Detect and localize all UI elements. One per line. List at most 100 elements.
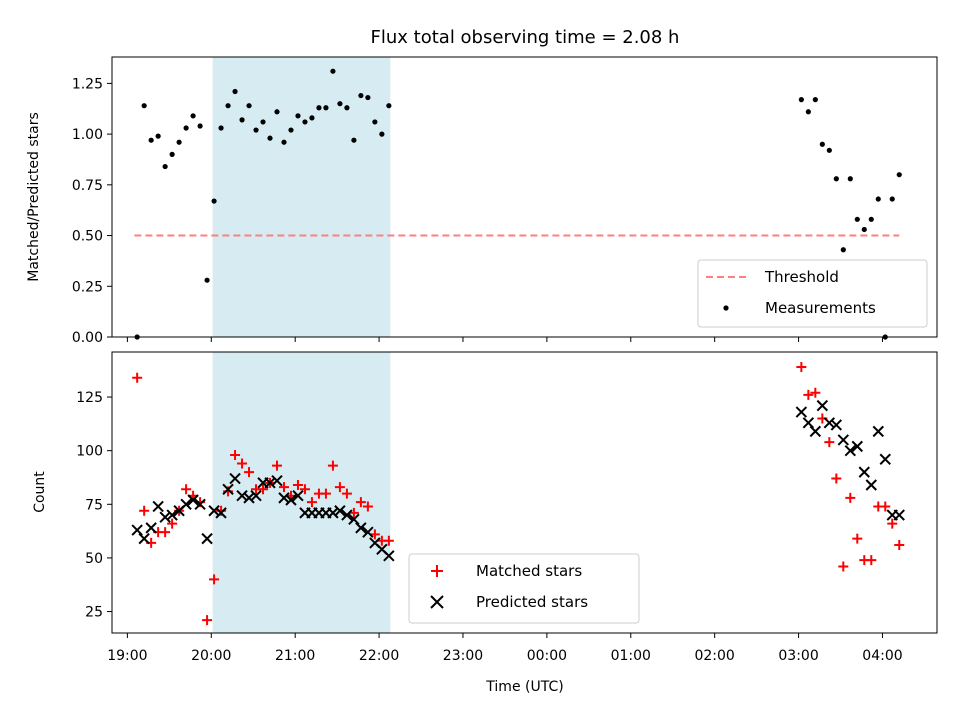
- legend-box: [697, 259, 928, 328]
- predicted-star-point: [823, 417, 836, 429]
- predicted-star-point: [285, 494, 297, 506]
- legend-marker: [723, 305, 729, 311]
- predicted-star-point: [830, 419, 843, 431]
- x-tick-label: 20:00: [191, 648, 231, 664]
- predicted-star-point: [250, 490, 262, 502]
- matched-star-point: [831, 473, 842, 484]
- y-tick-label-0: 0.50: [72, 229, 103, 245]
- predicted-star-point: [851, 440, 864, 453]
- y-tick-label-1: 50: [85, 551, 103, 567]
- x-tick-label: 03:00: [778, 648, 818, 664]
- predicted-star-point: [194, 498, 206, 511]
- measurement-point: [386, 103, 392, 109]
- predicted-star-point: [327, 507, 339, 519]
- series-1-1: [131, 399, 905, 562]
- predicted-star-point: [341, 509, 353, 521]
- matched-star-point: [299, 484, 310, 495]
- measurement-point: [372, 119, 378, 125]
- legend-label: Measurements: [765, 299, 876, 317]
- measurement-point: [302, 119, 308, 125]
- measurement-point: [190, 113, 196, 119]
- y-tick-label-0: 0.75: [72, 178, 103, 194]
- measurement-point: [316, 105, 322, 111]
- y-tick-label-0: 0.25: [72, 279, 103, 295]
- predicted-star-point: [816, 399, 829, 412]
- matched-star-point: [327, 460, 338, 471]
- measurement-point: [812, 97, 818, 103]
- predicted-star-point: [837, 434, 850, 446]
- observing-window-0: [212, 57, 391, 337]
- x-tick-label: 00:00: [527, 648, 567, 664]
- matched-star-point: [887, 518, 898, 529]
- matched-star-point: [292, 479, 303, 490]
- predicted-star-point: [159, 511, 171, 523]
- measurement-point: [875, 196, 881, 202]
- bottom-y-axis-label: Count: [32, 471, 48, 513]
- measurement-point: [162, 163, 168, 170]
- plot-layer: 0.00 0.25 0.50 0.75 1.00 1.25 Threshold Measure…: [72, 56, 938, 664]
- matched-star-point: [866, 555, 877, 566]
- measurement-point: [211, 198, 217, 204]
- matched-star-point: [139, 505, 150, 516]
- matched-star-point: [803, 389, 814, 400]
- measurement-point: [889, 196, 895, 202]
- predicted-star-point: [334, 505, 346, 517]
- predicted-star-point: [166, 509, 178, 521]
- predicted-star-point: [152, 500, 164, 513]
- matched-star-point: [355, 497, 366, 508]
- x-tick-label: 02:00: [694, 648, 734, 664]
- predicted-star-point: [201, 532, 213, 545]
- measurement-point: [358, 92, 364, 99]
- matched-star-point: [278, 482, 289, 493]
- predicted-star-point: [229, 472, 241, 485]
- matched-star-point: [230, 449, 241, 460]
- measurement-point: [281, 139, 287, 145]
- matched-star-point: [838, 561, 849, 572]
- measurement-point: [225, 103, 231, 109]
- matched-star-point: [341, 488, 352, 499]
- predicted-star-point: [187, 494, 199, 506]
- matched-star-point: [306, 497, 317, 508]
- measurement-point: [330, 68, 336, 74]
- matched-star-point: [258, 484, 269, 495]
- predicted-star-point: [348, 513, 360, 526]
- measurement-point: [148, 137, 154, 143]
- matched-star-point: [244, 467, 255, 478]
- measurement-point: [176, 139, 182, 145]
- matched-star-point: [824, 437, 835, 448]
- y-tick-label-1: 75: [85, 497, 103, 513]
- measurement-point: [351, 137, 357, 143]
- measurement-point: [861, 226, 867, 233]
- measurement-point: [805, 109, 811, 115]
- measurement-point: [847, 176, 853, 182]
- x-tick-label: 23:00: [443, 648, 483, 664]
- measurement-point: [246, 103, 252, 109]
- measurement-point: [295, 113, 301, 119]
- predicted-star-point: [138, 532, 150, 545]
- predicted-star-point: [243, 492, 255, 504]
- measurement-point: [365, 94, 371, 101]
- measurement-point: [239, 117, 245, 123]
- legend-label: Threshold: [764, 268, 839, 286]
- measurement-point: [833, 176, 839, 182]
- y-tick-label-1: 125: [76, 390, 103, 406]
- measurement-point: [155, 133, 161, 139]
- x-tick-label: 19:00: [107, 648, 147, 664]
- predicted-star-point: [292, 490, 304, 502]
- measurement-point: [169, 151, 175, 157]
- legend-1: Matched stars Predicted stars: [408, 553, 640, 624]
- predicted-star-point: [844, 444, 857, 457]
- matched-star-point: [181, 484, 192, 495]
- predicted-star-point: [893, 509, 905, 521]
- measurement-point: [204, 277, 210, 283]
- matched-star-point: [383, 535, 394, 546]
- legend-0: Threshold Measurements: [697, 259, 928, 328]
- legend-box: [408, 553, 640, 624]
- axes-frame-0: [111, 56, 938, 338]
- y-tick-label-0: 1.00: [72, 127, 103, 143]
- x-tick-label: 01:00: [611, 648, 651, 664]
- matched-star-point: [209, 574, 220, 585]
- predicted-star-point: [271, 474, 283, 487]
- predicted-star-point: [180, 498, 192, 511]
